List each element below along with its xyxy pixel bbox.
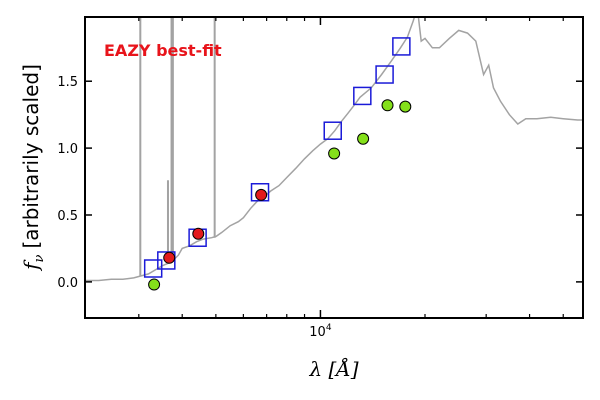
observed-point-green xyxy=(148,278,161,291)
x-tick-label: 104 xyxy=(309,323,332,340)
y-tick-label: 1.5 xyxy=(57,75,78,90)
plot-frame xyxy=(84,16,584,319)
tick-labels: 0.0 0.5 1.0 1.5 104 xyxy=(57,75,332,340)
observed-point-green xyxy=(328,147,341,160)
model-photometry-square xyxy=(353,86,372,106)
model-photometry-square xyxy=(375,65,394,84)
y-axis-label-subscript: ν xyxy=(32,254,47,262)
x-tick-label-base: 10 xyxy=(309,325,326,340)
observed-point-red xyxy=(255,188,268,201)
y-axis-label-text: [arbitrarily scaled] xyxy=(19,64,43,248)
y-tick-label: 1.0 xyxy=(57,142,78,157)
observed-point-green xyxy=(399,100,412,113)
observed-point-red xyxy=(163,251,176,264)
y-tick-label: 0.0 xyxy=(57,276,78,291)
observed-point-red xyxy=(192,227,205,240)
model-photometry-square xyxy=(392,37,411,56)
observed-point-green xyxy=(381,99,394,112)
annotation-label: EAZY best-fit xyxy=(104,41,222,60)
plot-area xyxy=(85,17,583,291)
axis-ticks xyxy=(85,17,583,318)
y-axis-label: fν[arbitrarily scaled] xyxy=(19,64,47,272)
y-tick-label: 0.5 xyxy=(57,209,78,224)
x-axis-label: λ [Å] xyxy=(308,356,358,381)
model-photometry-square xyxy=(323,121,342,140)
observed-point-green xyxy=(357,132,370,145)
x-tick-label-exponent: 4 xyxy=(326,323,332,333)
model-photometry-square xyxy=(157,251,176,270)
